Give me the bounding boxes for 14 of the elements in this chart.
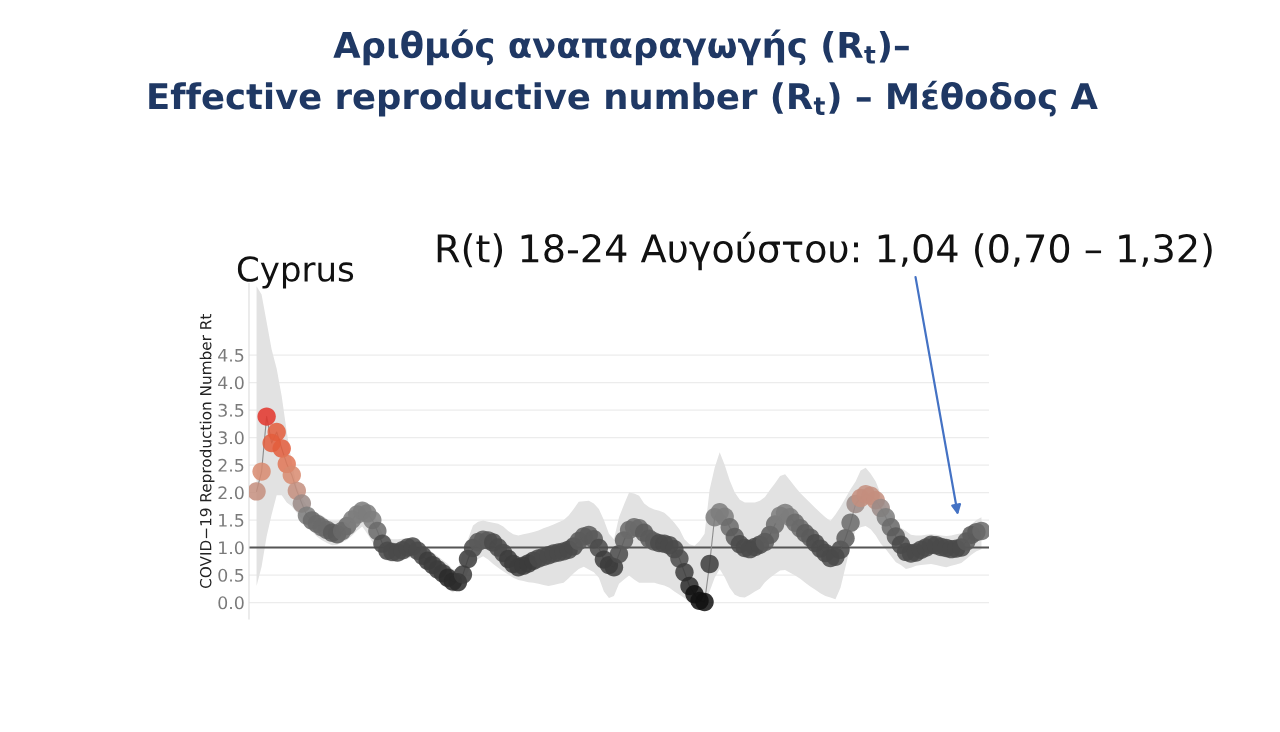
y-tick-label: 0.0 [218,596,244,610]
y-tick-label: 4.0 [218,376,244,390]
y-axis-title: COVID−19 Reproduction Number Rt [199,313,215,589]
chart-subtitle: Cyprus [237,256,354,289]
y-tick-label: 2.0 [218,486,244,500]
y-tick-label: 1.0 [219,541,244,555]
y-tick-label: 1.5 [219,513,244,527]
y-tick-label: 4.5 [218,348,244,362]
y-tick-label: 2.5 [218,458,244,472]
y-tick-label: 3.0 [218,431,244,445]
y-tick-label: 3.5 [218,403,244,417]
y-tick-label: 0.5 [218,568,244,582]
chart-title: Αριθμός αναπαραγωγής (R$_{t}$)– Effective reproductive number (R$_{t}$) – Μέθοδος Α [149,29,1098,117]
text: R(t) 18-24 Αυγούστου: 1,04 (0,70 – 1,32) [437,231,1212,271]
